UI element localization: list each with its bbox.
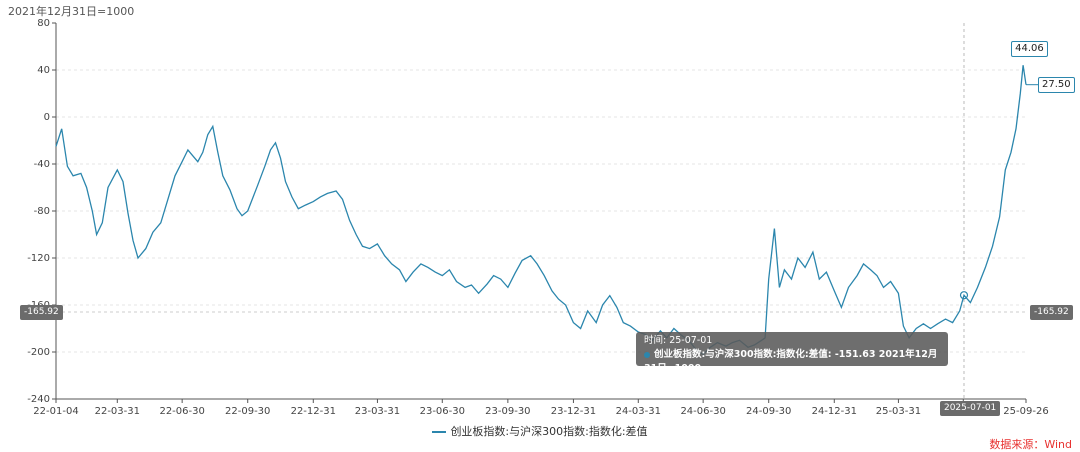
tooltip-date: 时间: 25-07-01 bbox=[644, 335, 713, 346]
y-tick-label: 40 bbox=[37, 65, 50, 76]
x-tick-label: 22-01-04 bbox=[33, 406, 78, 417]
tooltip-series-dot bbox=[644, 351, 650, 358]
series-group bbox=[55, 65, 1038, 356]
last-value-label: 27.50 bbox=[1038, 76, 1075, 93]
max-value-label: 44.06 bbox=[1011, 41, 1048, 58]
legend[interactable]: 创业板指数:与沪深300指数:指数化:差值 bbox=[0, 423, 1080, 439]
x-tick-label: 24-06-30 bbox=[680, 406, 725, 417]
y-tick-label: -200 bbox=[27, 347, 50, 358]
x-tick-label: 22-12-31 bbox=[291, 406, 336, 417]
x-tick-label: 22-03-31 bbox=[95, 406, 140, 417]
crosshair-x-label: 2025-07-01 bbox=[939, 401, 1001, 416]
y-tick-label: -120 bbox=[27, 253, 50, 264]
y-tick-label: -40 bbox=[34, 159, 50, 170]
legend-label: 创业板指数:与沪深300指数:指数化:差值 bbox=[450, 425, 648, 438]
x-tick-label: 24-03-31 bbox=[616, 406, 661, 417]
tooltip-value-row: 创业板指数:与沪深300指数:指数化:差值: -151.63 2021年12月3… bbox=[644, 348, 940, 376]
x-axis: 22-01-04 22-03-31 22-06-30 22-09-30 22-12-31… bbox=[33, 398, 1049, 417]
right-y-label: -165.92 bbox=[1030, 304, 1073, 320]
x-tick-label: 22-06-30 bbox=[159, 406, 204, 417]
grid bbox=[56, 69, 1026, 353]
x-tick-label: 22-09-30 bbox=[225, 406, 270, 417]
x-tick-label: 25-09-26 bbox=[1003, 406, 1048, 417]
x-tick-label: 24-09-30 bbox=[746, 406, 791, 417]
x-tick-label: 23-06-30 bbox=[420, 406, 465, 417]
y-tick-label: -80 bbox=[34, 206, 50, 217]
x-tick-label: 23-09-30 bbox=[485, 406, 530, 417]
x-tick-label: 24-12-31 bbox=[812, 406, 857, 417]
tooltip-value: 创业板指数:与沪深300指数:指数化:差值: -151.63 2021年12月3… bbox=[644, 349, 938, 374]
x-tick-label: 23-12-31 bbox=[551, 406, 596, 417]
y-tick-label: -240 bbox=[27, 394, 50, 405]
x-tick-label: 23-03-31 bbox=[355, 406, 400, 417]
tooltip: 时间: 25-07-01 创业板指数:与沪深300指数:指数化:差值: -151… bbox=[636, 332, 948, 374]
y-tick-label: 80 bbox=[37, 18, 50, 29]
legend-swatch bbox=[432, 431, 447, 433]
x-tick-label: 25-03-31 bbox=[876, 406, 921, 417]
crosshair-y-label: -165.92 bbox=[20, 304, 63, 320]
series-line bbox=[55, 65, 1027, 356]
y-tick-label: 0 bbox=[44, 112, 50, 123]
source-label: 数据来源：Wind bbox=[989, 438, 1072, 451]
unit-note: 2021年12月31日=1000 bbox=[8, 5, 135, 18]
